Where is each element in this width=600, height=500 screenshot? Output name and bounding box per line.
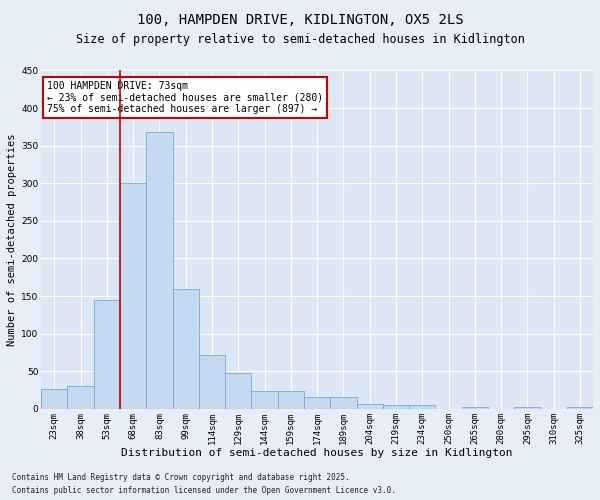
Bar [330,397,356,409]
Bar [199,354,225,409]
Bar [41,388,67,409]
Text: Size of property relative to semi-detached houses in Kidlington: Size of property relative to semi-detach… [76,32,524,46]
Bar [356,404,383,409]
Bar [409,405,436,409]
Y-axis label: Number of semi-detached properties: Number of semi-detached properties [7,134,17,346]
Text: 100, HAMPDEN DRIVE, KIDLINGTON, OX5 2LS: 100, HAMPDEN DRIVE, KIDLINGTON, OX5 2LS [137,12,463,26]
Text: 100 HAMPDEN DRIVE: 73sqm
← 23% of semi-detached houses are smaller (280)
75% of : 100 HAMPDEN DRIVE: 73sqm ← 23% of semi-d… [47,80,323,114]
Bar [120,183,146,409]
Text: Contains HM Land Registry data © Crown copyright and database right 2025.: Contains HM Land Registry data © Crown c… [12,474,350,482]
Bar [514,408,541,409]
X-axis label: Distribution of semi-detached houses by size in Kidlington: Distribution of semi-detached houses by … [121,448,513,458]
Bar [567,408,593,409]
Bar [173,288,199,409]
Bar [383,405,409,409]
Bar [146,132,173,409]
Bar [225,373,251,409]
Bar [251,391,278,409]
Bar [278,391,304,409]
Bar [304,397,330,409]
Text: Contains public sector information licensed under the Open Government Licence v3: Contains public sector information licen… [12,486,396,495]
Bar [94,300,120,409]
Bar [461,408,488,409]
Bar [67,386,94,409]
